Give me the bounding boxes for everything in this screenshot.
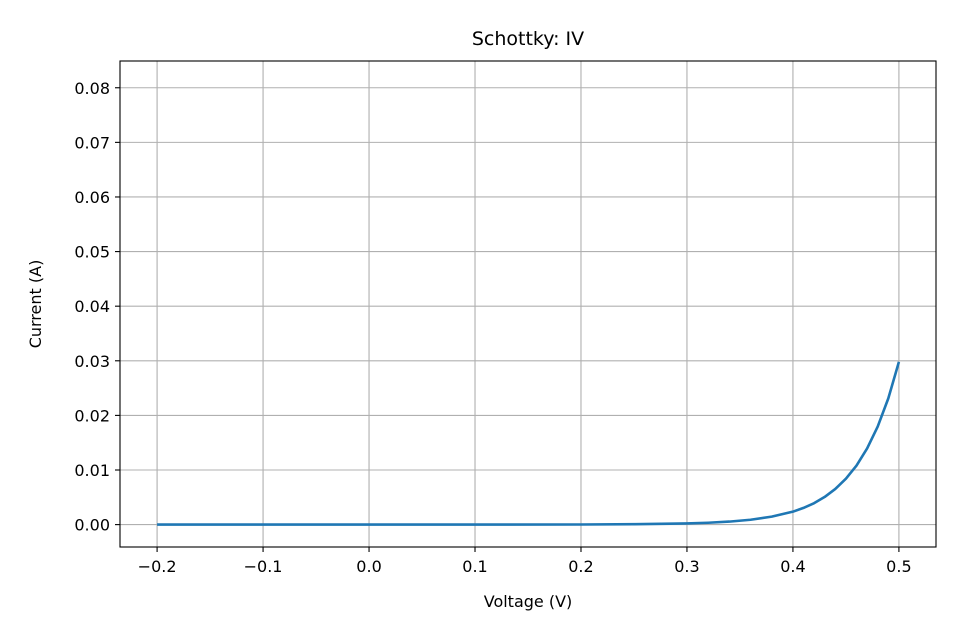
ticks: −0.2 −0.1 0.0 0.1 0.2 0.3 0.4 0.5 0.00 0.01 0.02 0.… [74, 79, 911, 576]
series-layer [157, 361, 901, 526]
y-tick-label: 0.03 [74, 352, 110, 371]
x-tick-label: 0.4 [780, 557, 805, 576]
y-tick-label: 0.02 [74, 406, 110, 425]
x-tick-label: 0.0 [356, 557, 381, 576]
y-tick-label: 0.00 [74, 516, 110, 535]
x-tick-label: 0.1 [462, 557, 487, 576]
grid [120, 61, 936, 547]
x-tick-label: 0.3 [674, 557, 699, 576]
y-tick-label: 0.04 [74, 297, 110, 316]
y-axis-label: Current (A) [26, 260, 45, 349]
x-tick-label: 0.5 [886, 557, 911, 576]
x-axis-label: Voltage (V) [484, 592, 573, 611]
y-tick-label: 0.01 [74, 461, 110, 480]
y-tick-label: 0.08 [74, 79, 110, 98]
y-tick-label: 0.05 [74, 243, 110, 262]
series-line [157, 361, 901, 526]
y-tick-label: 0.07 [74, 133, 110, 152]
chart-title: Schottky: IV [472, 28, 584, 50]
x-tick-label: −0.1 [244, 557, 283, 576]
x-tick-label: 0.2 [568, 557, 593, 576]
plot-frame [119, 60, 937, 548]
x-tick-label: −0.2 [138, 557, 177, 576]
y-tick-label: 0.06 [74, 188, 110, 207]
